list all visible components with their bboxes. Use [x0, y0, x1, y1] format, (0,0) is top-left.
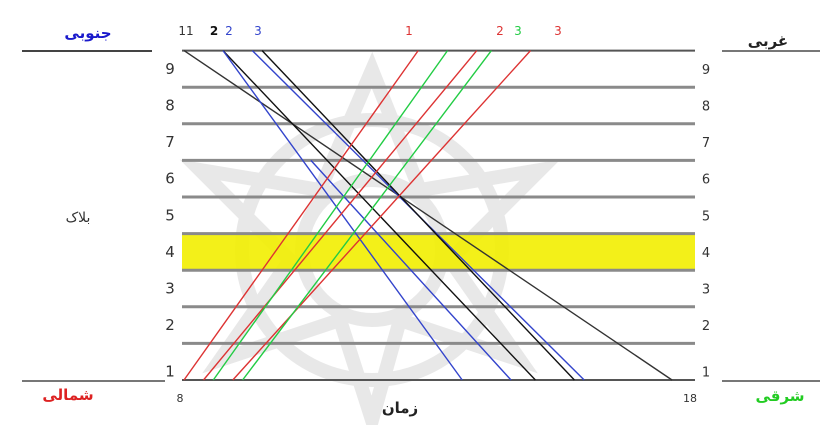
- right-block-numbers: 1 2 3 4 5 6 7 8 9: [702, 63, 710, 381]
- block-number-left: 3: [165, 280, 175, 298]
- train-path: [183, 50, 673, 381]
- label-east: شرقی: [755, 387, 804, 405]
- train-path: [222, 50, 536, 381]
- block-number-right: 8: [702, 100, 710, 115]
- block-number-left: 4: [165, 243, 175, 261]
- train-label-end: 3: [514, 24, 522, 38]
- block-grid: [182, 49, 695, 381]
- train-path: [232, 50, 532, 381]
- train-path: [242, 50, 492, 381]
- block-number-left: 8: [165, 97, 175, 115]
- train-path: [202, 50, 478, 381]
- block-number-right: 5: [702, 209, 710, 224]
- train-label-top: 2: [225, 24, 233, 38]
- left-block-numbers: 1 2 3 4 5 6 7 8 9: [165, 60, 175, 381]
- x-axis-label: زمان: [382, 399, 418, 417]
- train-path: [261, 50, 575, 381]
- block-number-left: 1: [165, 363, 175, 381]
- train-label-top: 3: [254, 24, 262, 38]
- train-label-top: 2: [210, 24, 218, 38]
- highlight-band-block-4: [182, 234, 695, 270]
- train-label-end: 3: [554, 24, 562, 38]
- train-paths: [183, 50, 673, 381]
- block-number-right: 7: [702, 136, 710, 151]
- block-number-left: 9: [165, 60, 175, 78]
- train-path: [183, 50, 419, 381]
- block-number-left: 6: [165, 170, 175, 188]
- block-number-right: 2: [702, 319, 710, 334]
- block-number-right: 6: [702, 173, 710, 188]
- block-number-left: 5: [165, 206, 175, 224]
- train-path: [222, 50, 463, 381]
- y-axis-label: بلاک: [66, 210, 91, 226]
- block-number-right: 9: [702, 63, 710, 78]
- x-axis-end-label: 18: [683, 392, 697, 405]
- label-south: جنوبی: [64, 24, 111, 42]
- train-label-end: 1: [405, 24, 413, 38]
- train-labels: 11 2 2 3 1 2 3 3: [178, 24, 561, 38]
- label-north: شمالی: [42, 386, 93, 404]
- block-number-left: 7: [165, 133, 175, 151]
- train-label-top: 11: [178, 24, 193, 38]
- block-number-right: 1: [702, 366, 710, 381]
- block-number-left: 2: [165, 316, 175, 334]
- train-path: [212, 50, 449, 381]
- block-number-right: 3: [702, 283, 710, 298]
- label-west: غربی: [748, 32, 788, 50]
- train-label-end: 2: [496, 24, 504, 38]
- x-axis-start-label: 8: [177, 392, 184, 405]
- block-number-right: 4: [702, 246, 710, 261]
